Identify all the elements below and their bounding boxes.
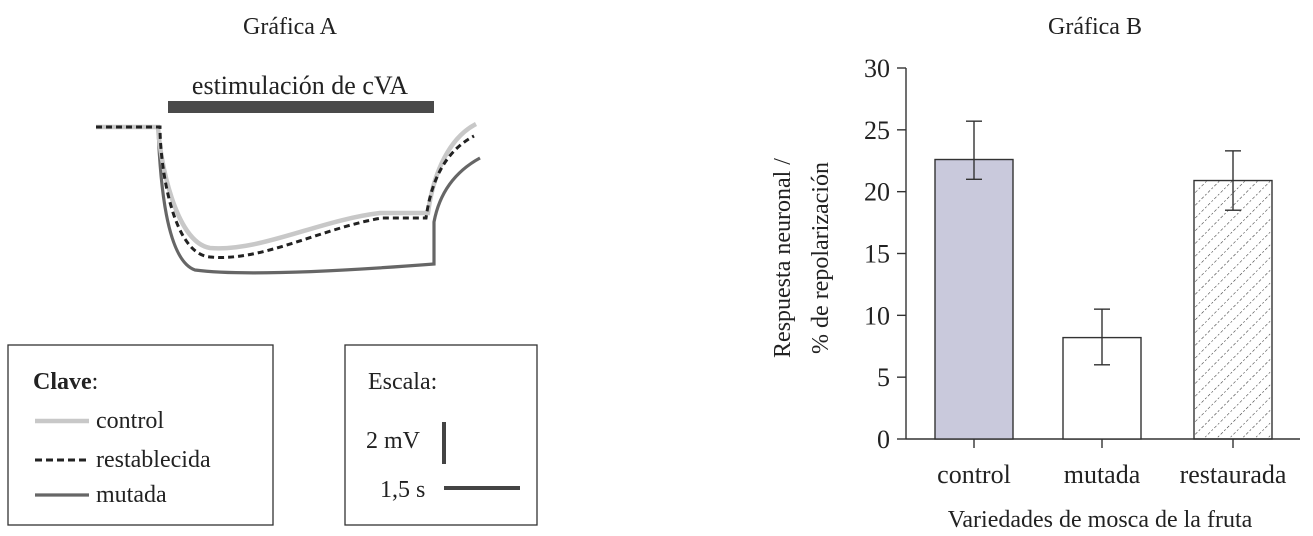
bar-control	[934, 158, 1014, 440]
bar-restaurada	[1193, 179, 1273, 440]
chart-y-label: Respuesta neuronal / % de repolarización	[770, 158, 834, 358]
scale-box	[344, 344, 538, 526]
y-tick-label: 20	[864, 178, 890, 207]
x-tick-label-mutada: mutada	[1064, 460, 1141, 489]
graph-b: Gráfica B Respuesta neuronal / % de repo…	[770, 14, 1300, 533]
y-tick-label: 30	[864, 54, 890, 83]
y-tick-label: 0	[877, 425, 890, 454]
stimulus-bar	[168, 101, 434, 113]
trace-control	[96, 122, 478, 251]
x-tick-label-restaurada: restaurada	[1180, 460, 1287, 489]
y-tick-label: 10	[864, 301, 890, 330]
scale-time-bar	[444, 486, 520, 490]
trace-restablecida	[96, 125, 475, 259]
key-label-restablecida: restablecida	[96, 447, 211, 473]
key-label-control: control	[96, 408, 164, 434]
chart-x-label: Variedades de mosca de la fruta	[948, 507, 1253, 533]
scale-time-label: 1,5 s	[380, 477, 425, 503]
scale-title: Escala:	[368, 369, 437, 395]
stimulus-label: estimulación de cVA	[192, 71, 408, 100]
y-tick-label: 15	[864, 240, 890, 269]
chart-y-label-line1: Respuesta neuronal /	[770, 158, 796, 358]
graph-a: Gráfica A estimulación de cVA Clave: con…	[7, 14, 538, 526]
scale-voltage-bar	[442, 422, 446, 464]
scale-voltage-label: 2 mV	[366, 428, 421, 454]
trace-mutada	[96, 125, 481, 275]
key-box	[7, 344, 274, 526]
key-label-mutada: mutada	[96, 482, 167, 508]
key-title-line: Clave:	[33, 369, 98, 395]
y-tick-label: 5	[877, 363, 890, 392]
x-tick-label-control: control	[937, 460, 1011, 489]
graph-a-title: Gráfica A	[243, 14, 338, 40]
chart-y-label-line2: % de repolarización	[808, 162, 834, 354]
chart-title: Gráfica B	[1048, 14, 1142, 40]
key-title-colon: :	[92, 369, 99, 395]
key-title: Clave	[33, 369, 92, 395]
y-tick-label: 25	[864, 116, 890, 145]
chart-plot-area: 0 5 10 15 20 25 30 control mutada restaurada	[864, 54, 1300, 489]
